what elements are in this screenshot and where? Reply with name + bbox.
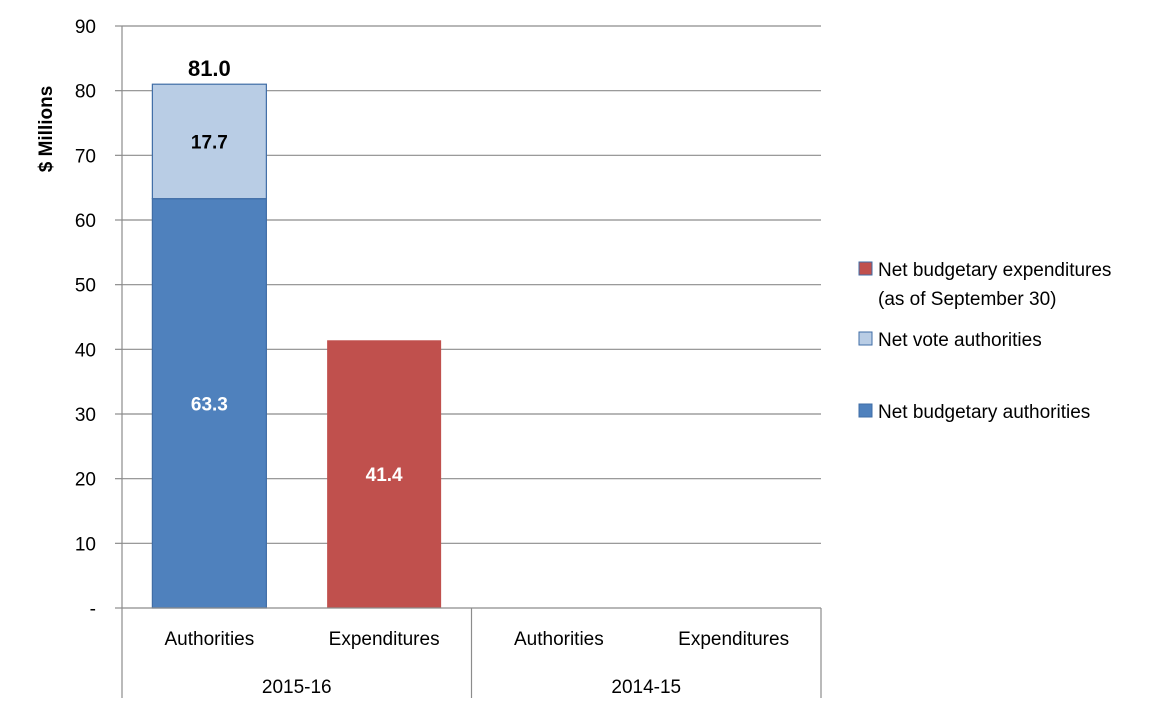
x-category-label: Expenditures	[678, 629, 789, 650]
legend-swatch	[858, 331, 873, 346]
y-tick-label: -	[90, 599, 96, 620]
legend-label: Net budgetary authorities	[878, 402, 1090, 423]
x-group-label: 2014-15	[611, 677, 681, 698]
y-axis-label: $ Millions	[36, 86, 57, 173]
y-tick-label: 70	[75, 146, 96, 167]
x-group-label: 2015-16	[262, 677, 332, 698]
legend-swatch	[858, 403, 873, 418]
x-category-label: Expenditures	[329, 629, 440, 650]
legend-swatch	[858, 261, 873, 276]
x-category-label: Authorities	[164, 629, 254, 650]
bar-data-label: 41.4	[366, 465, 403, 486]
legend-label: Net vote authorities	[878, 330, 1042, 351]
y-tick-label: 90	[75, 17, 96, 38]
y-tick-label: 60	[75, 211, 96, 232]
y-tick-label: 30	[75, 405, 96, 426]
bar-segment	[327, 340, 442, 608]
y-tick-label: 40	[75, 340, 96, 361]
legend-label: (as of September 30)	[878, 289, 1056, 310]
bars	[151, 83, 442, 609]
y-tick-label: 20	[75, 470, 96, 491]
data-labels: 63.3 17.7 41.4 81.0	[188, 56, 403, 486]
bar-total-label: 81.0	[188, 56, 231, 81]
y-axis-ticks: - 10 20 30 40 50 60 70 80 90	[75, 17, 122, 620]
bar-segment	[151, 83, 267, 200]
y-tick-label: 10	[75, 534, 96, 555]
legend-label: Net budgetary expenditures	[878, 260, 1111, 281]
y-tick-label: 80	[75, 82, 96, 103]
bar-data-label: 63.3	[191, 394, 228, 415]
legend: Net budgetary expenditures (as of Septemb…	[858, 260, 1111, 423]
x-category-label: Authorities	[514, 629, 604, 650]
y-tick-label: 50	[75, 276, 96, 297]
bar-data-label: 17.7	[191, 132, 228, 153]
axes	[121, 26, 822, 698]
category-labels: Authorities Expenditures Authorities Expend…	[164, 629, 789, 698]
